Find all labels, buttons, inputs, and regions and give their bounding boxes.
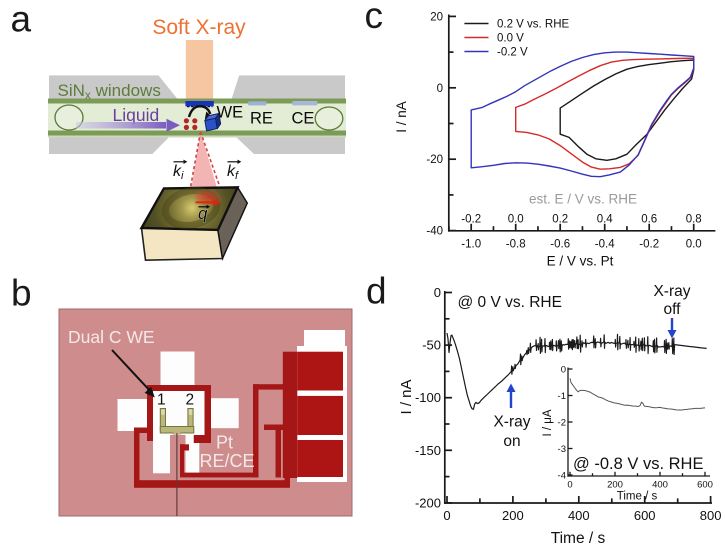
svg-text:400: 400 [652, 480, 668, 491]
svg-text:@ 0 V vs. RHE: @ 0 V vs. RHE [458, 294, 562, 311]
svg-text:Time / s: Time / s [617, 491, 658, 503]
svg-text:Pt: Pt [216, 433, 233, 453]
svg-text:-0.2: -0.2 [461, 214, 481, 226]
svg-text:Dual C WE: Dual C WE [68, 327, 155, 347]
svg-text:0: 0 [437, 83, 443, 95]
svg-text:on: on [503, 433, 520, 450]
svg-text:0.0: 0.0 [508, 214, 524, 226]
svg-text:0.6: 0.6 [641, 214, 657, 226]
svg-text:ki: ki [173, 163, 184, 182]
svg-text:-40: -40 [426, 226, 443, 238]
svg-text:-200: -200 [415, 495, 441, 510]
svg-text:X-ray: X-ray [493, 414, 530, 431]
svg-text:-150: -150 [415, 443, 441, 458]
svg-text:2: 2 [186, 392, 195, 409]
svg-text:-1: -1 [558, 391, 566, 402]
svg-text:-0.2 V: -0.2 V [497, 47, 528, 59]
svg-text:WE: WE [217, 104, 244, 122]
svg-text:Soft X-ray: Soft X-ray [152, 16, 246, 39]
svg-text:0.8: 0.8 [686, 214, 702, 226]
svg-text:0: 0 [434, 285, 441, 300]
svg-text:Liquid: Liquid [113, 105, 160, 125]
svg-text:1: 1 [157, 392, 166, 409]
svg-text:-4: -4 [558, 471, 566, 482]
svg-text:a: a [11, 0, 32, 40]
svg-text:0: 0 [561, 365, 566, 376]
svg-text:off: off [664, 301, 682, 318]
svg-text:SiNx windows: SiNx windows [58, 81, 161, 102]
svg-text:400: 400 [568, 508, 590, 523]
svg-text:-1.0: -1.0 [461, 239, 481, 251]
svg-text:600: 600 [697, 480, 713, 491]
svg-text:X-ray: X-ray [653, 283, 690, 300]
svg-text:0: 0 [567, 480, 572, 491]
svg-text:c: c [365, 0, 384, 36]
svg-text:q: q [198, 204, 208, 223]
svg-text:-0.2: -0.2 [639, 239, 659, 251]
svg-text:-0.4: -0.4 [595, 239, 615, 251]
svg-text:0: 0 [443, 508, 450, 523]
svg-text:I / nA: I / nA [394, 101, 409, 133]
svg-text:est. E / V vs. RHE: est. E / V vs. RHE [529, 192, 637, 207]
svg-text:Time / s: Time / s [551, 530, 606, 547]
svg-text:-20: -20 [426, 154, 443, 166]
svg-text:800: 800 [700, 508, 722, 523]
svg-text:I / μA: I / μA [542, 409, 554, 436]
svg-text:-0.8: -0.8 [506, 239, 526, 251]
svg-text:600: 600 [634, 508, 656, 523]
svg-text:-2: -2 [558, 418, 566, 429]
svg-text:20: 20 [430, 11, 443, 23]
svg-text:0.2 V vs. RHE: 0.2 V vs. RHE [497, 19, 570, 31]
svg-text:CE: CE [292, 110, 315, 128]
svg-text:200: 200 [607, 480, 623, 491]
svg-text:200: 200 [502, 508, 524, 523]
svg-text:0.0: 0.0 [686, 239, 702, 251]
svg-text:-100: -100 [415, 390, 441, 405]
svg-text:-0.6: -0.6 [550, 239, 570, 251]
svg-text:E / V vs. Pt: E / V vs. Pt [547, 254, 614, 269]
svg-text:-50: -50 [422, 338, 441, 353]
svg-text:RE: RE [250, 110, 273, 128]
svg-text:I / nA: I / nA [398, 379, 415, 414]
svg-text:0.2: 0.2 [552, 214, 568, 226]
svg-text:-3: -3 [558, 444, 566, 455]
svg-text:b: b [11, 273, 32, 314]
svg-text:RE/CE: RE/CE [200, 451, 255, 471]
svg-text:@ -0.8 V vs. RHE: @ -0.8 V vs. RHE [573, 455, 703, 473]
svg-text:0.4: 0.4 [597, 214, 614, 226]
svg-text:0.0 V: 0.0 V [497, 33, 524, 45]
svg-text:d: d [366, 270, 387, 311]
